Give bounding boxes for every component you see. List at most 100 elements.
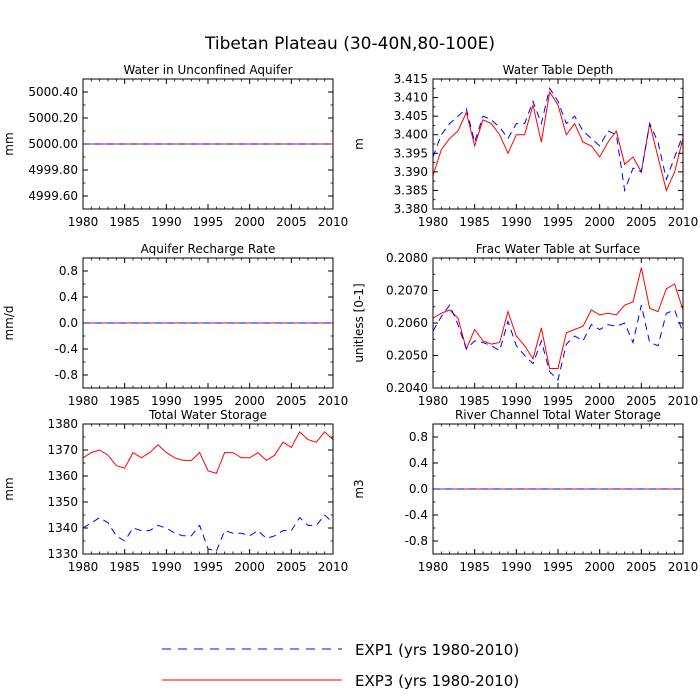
x-tick-label: 1980 bbox=[68, 394, 99, 408]
panel-2: Water Table Depth m 1980 1985 1990 1995 2000 20… bbox=[352, 63, 698, 229]
x-tick-label: 2000 bbox=[234, 215, 265, 229]
y-axis-label: mm/d bbox=[2, 305, 16, 340]
panel-6: River Channel Total Water Storage m3 1980 1… bbox=[352, 408, 698, 574]
panel-title: Water in Unconfined Aquifer bbox=[123, 63, 292, 77]
y-tick-label: 3.400 bbox=[394, 128, 428, 142]
x-tick-label: 1980 bbox=[418, 215, 449, 229]
plot-frame bbox=[432, 257, 684, 389]
x-tick-label: 1995 bbox=[543, 215, 574, 229]
y-tick-label: 0.8 bbox=[409, 430, 428, 444]
x-tick-label: 2000 bbox=[584, 394, 615, 408]
panel-title: Aquifer Recharge Rate bbox=[141, 242, 276, 256]
y-tick-label: 1350 bbox=[47, 495, 78, 509]
x-tick-label: 1995 bbox=[543, 394, 574, 408]
series-line-exp1 bbox=[432, 304, 684, 381]
legend: EXP1 (yrs 1980-2010) EXP3 (yrs 1980-2010… bbox=[162, 641, 519, 690]
y-tick-label: -0.8 bbox=[405, 534, 428, 548]
x-tick-label: 1995 bbox=[193, 215, 224, 229]
y-axis-label: mm bbox=[2, 477, 16, 500]
panel-title: River Channel Total Water Storage bbox=[455, 408, 661, 422]
y-tick-label: 0.2070 bbox=[386, 284, 428, 298]
y-axis-label: unitless [0-1] bbox=[352, 283, 366, 362]
plot-frame bbox=[432, 423, 684, 555]
x-tick-label: 2010 bbox=[318, 560, 349, 574]
panel-3: Aquifer Recharge Rate mm/d 1980 1985 1990 199… bbox=[2, 242, 348, 408]
y-tick-label: 1340 bbox=[47, 521, 78, 535]
x-tick-label: 1985 bbox=[109, 215, 140, 229]
x-tick-label: 1990 bbox=[151, 215, 182, 229]
x-tick-label: 2005 bbox=[626, 560, 657, 574]
panel-1: Water in Unconfined Aquifer mm 1980 1985 199… bbox=[2, 63, 348, 229]
x-tick-label: 1990 bbox=[501, 560, 532, 574]
x-tick-label: 2000 bbox=[234, 560, 265, 574]
plot-frame bbox=[82, 423, 334, 555]
y-tick-label: -0.4 bbox=[55, 342, 78, 356]
legend-label-exp3: EXP3 (yrs 1980-2010) bbox=[355, 672, 519, 690]
series-line-exp3 bbox=[82, 430, 334, 475]
x-tick-label: 1995 bbox=[543, 560, 574, 574]
panel-title: Water Table Depth bbox=[503, 63, 614, 77]
legend-label-exp1: EXP1 (yrs 1980-2010) bbox=[355, 641, 519, 659]
y-tick-label: 3.395 bbox=[394, 146, 428, 160]
x-tick-label: 2005 bbox=[626, 394, 657, 408]
y-tick-label: 3.410 bbox=[394, 91, 428, 105]
x-tick-label: 1990 bbox=[501, 215, 532, 229]
y-tick-label: 0.2040 bbox=[386, 381, 428, 395]
y-tick-label: 5000.00 bbox=[28, 137, 78, 151]
x-tick-label: 1995 bbox=[193, 394, 224, 408]
x-tick-label: 2010 bbox=[318, 394, 349, 408]
x-tick-label: 1990 bbox=[151, 394, 182, 408]
x-tick-label: 2000 bbox=[584, 560, 615, 574]
panel-4: Frac Water Table at Surface unitless [0-1… bbox=[352, 242, 698, 408]
y-tick-label: 5000.40 bbox=[28, 85, 78, 99]
x-tick-label: 1985 bbox=[459, 394, 490, 408]
y-axis-label: m bbox=[352, 138, 366, 150]
plot-frame bbox=[82, 257, 334, 389]
y-tick-label: 3.380 bbox=[394, 202, 428, 216]
x-tick-label: 1985 bbox=[109, 560, 140, 574]
x-tick-label: 2010 bbox=[668, 215, 699, 229]
y-tick-label: 1370 bbox=[47, 443, 78, 457]
series-line-exp1 bbox=[432, 87, 684, 193]
x-tick-label: 2000 bbox=[234, 394, 265, 408]
y-tick-label: -0.4 bbox=[405, 508, 428, 522]
y-tick-label: 0.0 bbox=[409, 482, 428, 496]
x-tick-label: 1985 bbox=[459, 560, 490, 574]
x-tick-label: 2010 bbox=[318, 215, 349, 229]
x-tick-label: 2010 bbox=[668, 560, 699, 574]
panel-5: Total Water Storage mm 1980 1985 1990 1995 200… bbox=[2, 408, 348, 574]
x-tick-label: 2005 bbox=[626, 215, 657, 229]
series-line-exp1 bbox=[82, 514, 334, 553]
y-tick-label: 3.390 bbox=[394, 165, 428, 179]
y-tick-label: 0.2050 bbox=[386, 349, 428, 363]
y-tick-label: 0.4 bbox=[59, 290, 78, 304]
y-tick-label: 4999.80 bbox=[28, 163, 78, 177]
x-tick-label: 1980 bbox=[68, 560, 99, 574]
panel-title: Total Water Storage bbox=[148, 408, 267, 422]
x-tick-label: 1980 bbox=[418, 394, 449, 408]
y-tick-label: 0.8 bbox=[59, 264, 78, 278]
series-line-exp3 bbox=[432, 267, 684, 369]
y-tick-label: 3.405 bbox=[394, 109, 428, 123]
y-tick-label: 0.4 bbox=[409, 456, 428, 470]
x-tick-label: 1995 bbox=[193, 560, 224, 574]
x-tick-label: 2000 bbox=[584, 215, 615, 229]
y-tick-label: 1330 bbox=[47, 547, 78, 561]
y-tick-label: 0.2060 bbox=[386, 316, 428, 330]
y-tick-label: 3.385 bbox=[394, 183, 428, 197]
y-tick-label: 4999.60 bbox=[28, 189, 78, 203]
y-tick-label: 0.2080 bbox=[386, 251, 428, 265]
panels: Water in Unconfined Aquifer mm 1980 1985 199… bbox=[2, 63, 698, 574]
y-tick-label: 5000.20 bbox=[28, 111, 78, 125]
x-tick-label: 2005 bbox=[276, 215, 307, 229]
x-tick-label: 2005 bbox=[276, 560, 307, 574]
x-tick-label: 2010 bbox=[668, 394, 699, 408]
panel-title: Frac Water Table at Surface bbox=[476, 242, 640, 256]
series-line-exp3 bbox=[432, 90, 684, 192]
x-tick-label: 1990 bbox=[151, 560, 182, 574]
x-tick-label: 2005 bbox=[276, 394, 307, 408]
x-tick-label: 1990 bbox=[501, 394, 532, 408]
y-tick-label: 0.0 bbox=[59, 316, 78, 330]
x-tick-label: 1980 bbox=[418, 560, 449, 574]
